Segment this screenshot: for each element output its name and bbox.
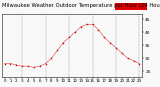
Text: Milwaukee Weather Outdoor Temperature per Hour (24 Hours): Milwaukee Weather Outdoor Temperature pe…	[2, 3, 160, 8]
